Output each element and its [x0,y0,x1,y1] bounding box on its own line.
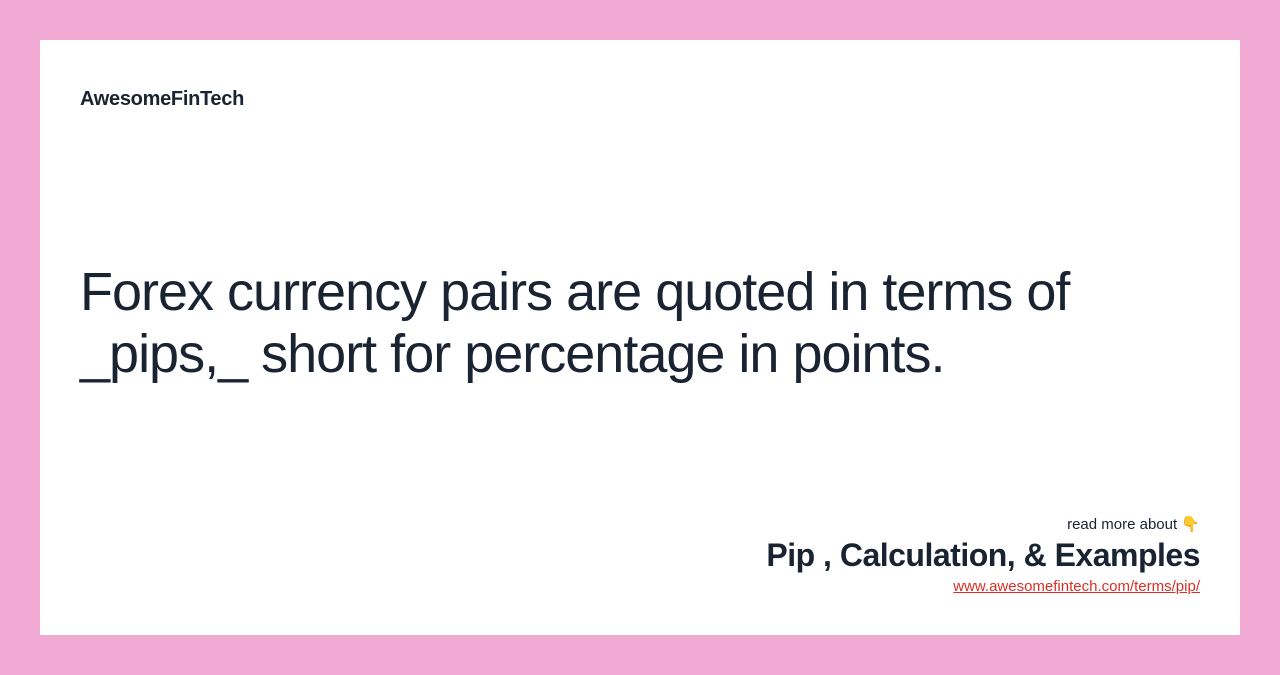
article-title: Pip , Calculation, & Examples [766,537,1200,574]
read-more-label: read more about 👇 [766,515,1200,533]
footer-section: read more about 👇 Pip , Calculation, & E… [766,515,1200,595]
brand-logo: AwesomeFinTech [80,88,1200,111]
content-card: AwesomeFinTech Forex currency pairs are … [40,40,1240,635]
article-url[interactable]: www.awesomefintech.com/terms/pip/ [766,578,1200,595]
main-description: Forex currency pairs are quoted in terms… [80,261,1200,385]
